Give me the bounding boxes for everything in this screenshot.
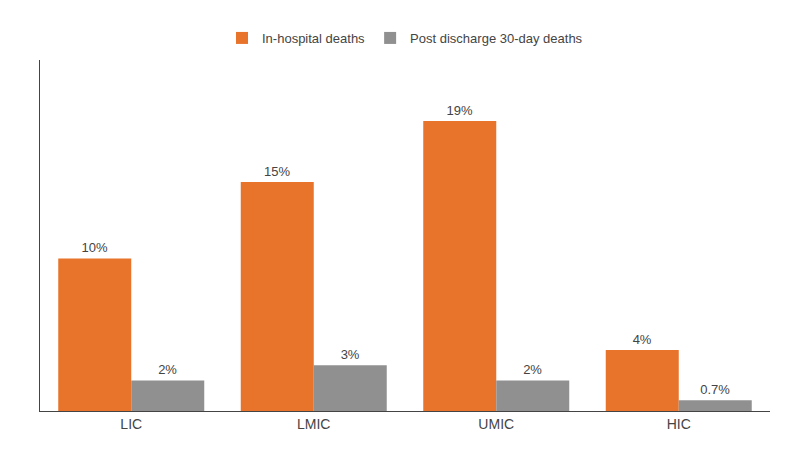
svg-text:3%: 3%	[341, 347, 360, 362]
svg-text:10%: 10%	[82, 240, 108, 255]
svg-text:LMIC: LMIC	[297, 416, 330, 432]
svg-text:In-hospital deaths: In-hospital deaths	[262, 31, 365, 46]
svg-text:4%: 4%	[633, 332, 652, 347]
svg-text:2%: 2%	[523, 362, 542, 377]
svg-text:15%: 15%	[264, 164, 290, 179]
svg-text:19%: 19%	[447, 103, 473, 118]
svg-text:HIC: HIC	[667, 416, 691, 432]
svg-text:2%: 2%	[158, 362, 177, 377]
svg-text:0.7%: 0.7%	[700, 382, 730, 397]
svg-text:Post discharge 30-day deaths: Post discharge 30-day deaths	[410, 31, 582, 46]
svg-text:UMIC: UMIC	[478, 416, 514, 432]
svg-text:LIC: LIC	[120, 416, 142, 432]
